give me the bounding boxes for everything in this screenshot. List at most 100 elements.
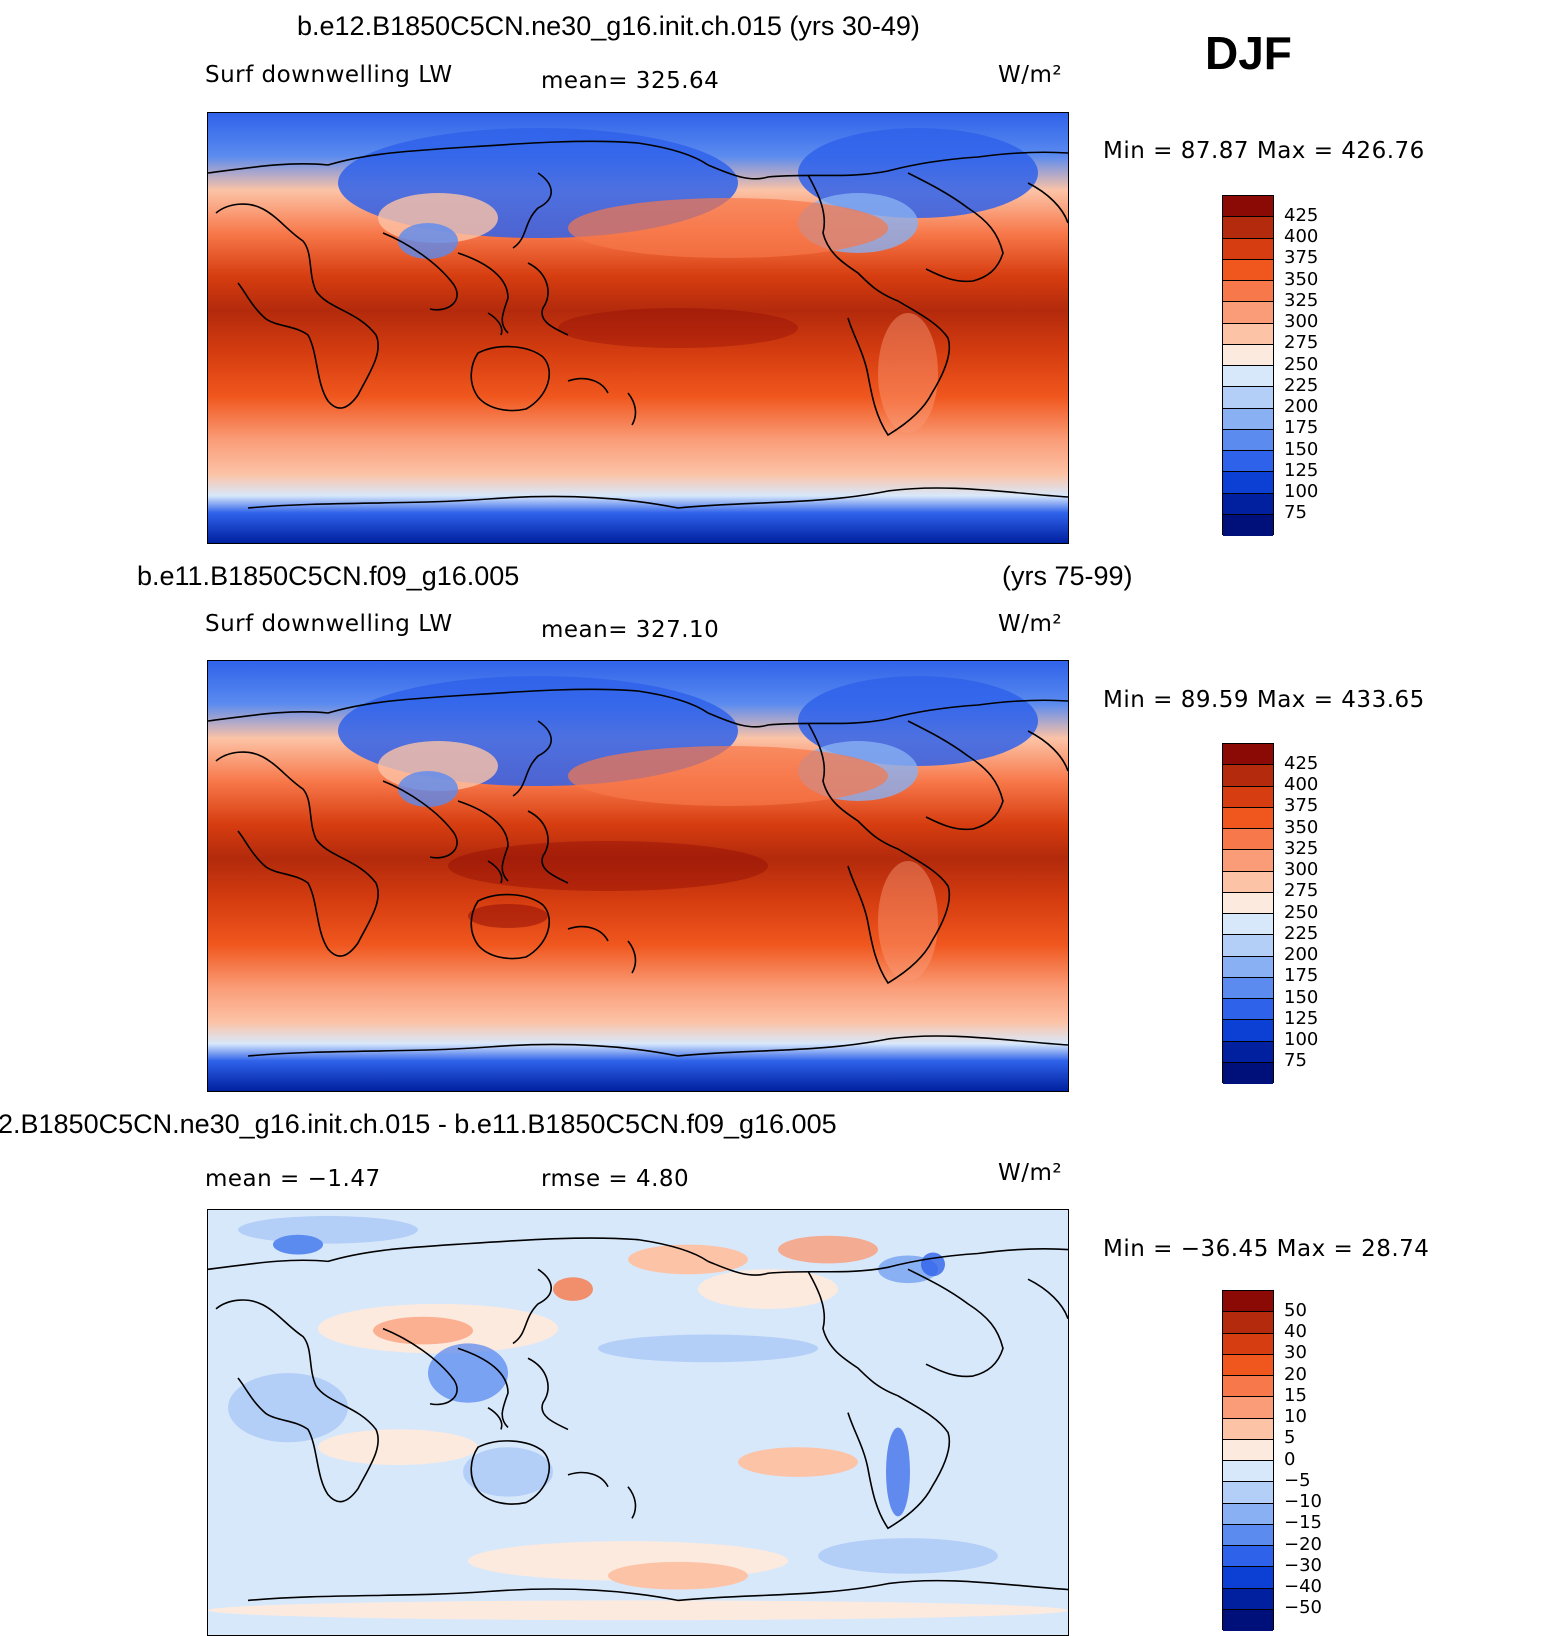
colorbar-tick-label: 75 <box>1284 502 1307 523</box>
panel3-colorbar-swatch <box>1223 1439 1273 1461</box>
panel3-colorbar-swatch <box>1223 1524 1273 1546</box>
colorbar-tick-label: 375 <box>1284 247 1319 268</box>
panel1-map <box>207 112 1069 544</box>
panel3-colorbar-swatch <box>1223 1354 1273 1376</box>
colorbar-tick-label: 175 <box>1284 417 1319 438</box>
panel3-colorbar-swatch <box>1223 1588 1273 1610</box>
colorbar-tick-label: −50 <box>1284 1597 1322 1618</box>
colorbar-tick-label: 125 <box>1284 460 1319 481</box>
panel3-rmse: rmse = 4.80 <box>541 1166 690 1192</box>
panel3-map-field <box>208 1210 1068 1635</box>
colorbar-tick-label: 100 <box>1284 1029 1319 1050</box>
panel3-colorbar-swatch <box>1223 1461 1273 1483</box>
panel3-colorbar <box>1222 1290 1274 1631</box>
colorbar-tick-label: 400 <box>1284 774 1319 795</box>
colorbar-tick-label: 10 <box>1284 1406 1307 1427</box>
panel1-colorbar-swatch <box>1223 514 1273 536</box>
panel1-title: b.e12.B1850C5CN.ne30_g16.init.ch.015 (yr… <box>297 11 920 41</box>
panel1-colorbar-swatch <box>1223 387 1273 409</box>
colorbar-tick-label: 225 <box>1284 375 1319 396</box>
panel2-colorbar-swatch <box>1223 914 1273 936</box>
colorbar-tick-label: 150 <box>1284 987 1319 1008</box>
panel2-map <box>207 660 1069 1092</box>
panel2-colorbar-swatch <box>1223 807 1273 829</box>
panel1-colorbar-swatch <box>1223 493 1273 515</box>
panel2-colorbar-swatch <box>1223 1020 1273 1042</box>
panel2-colorbar-swatch <box>1223 892 1273 914</box>
colorbar-tick-label: 325 <box>1284 290 1319 311</box>
colorbar-tick-label: 5 <box>1284 1427 1296 1448</box>
panel2-colorbar-swatch <box>1223 1041 1273 1063</box>
panel2-colorbar-swatch <box>1223 765 1273 787</box>
colorbar-tick-label: 40 <box>1284 1321 1307 1342</box>
panel3-colorbar-swatch <box>1223 1482 1273 1504</box>
panel3-map <box>207 1209 1069 1636</box>
panel1-colorbar-swatch <box>1223 259 1273 281</box>
panel3-colorbar-swatch <box>1223 1503 1273 1525</box>
panel1-colorbar-swatch <box>1223 429 1273 451</box>
colorbar-tick-label: 0 <box>1284 1449 1296 1470</box>
colorbar-tick-label: 75 <box>1284 1050 1307 1071</box>
panel1-map-field <box>208 113 1068 543</box>
panel1-variable: Surf downwelling LW <box>205 62 453 88</box>
colorbar-tick-label: 250 <box>1284 354 1319 375</box>
colorbar-tick-label: 200 <box>1284 396 1319 417</box>
panel2-title: b.e11.B1850C5CN.f09_g16.005 <box>137 561 520 591</box>
colorbar-tick-label: 30 <box>1284 1342 1307 1363</box>
panel2-colorbar-swatch <box>1223 999 1273 1021</box>
colorbar-tick-label: 400 <box>1284 226 1319 247</box>
panel2-colorbar-swatch <box>1223 744 1273 766</box>
panel3-colorbar-swatch <box>1223 1333 1273 1355</box>
panel2-variable: Surf downwelling LW <box>205 611 453 637</box>
season-label: DJF <box>1205 27 1292 79</box>
panel1-colorbar-swatch <box>1223 366 1273 388</box>
panel2-colorbar-swatch <box>1223 1062 1273 1084</box>
panel1-colorbar-swatch <box>1223 238 1273 260</box>
colorbar-tick-label: 350 <box>1284 817 1319 838</box>
panel2-mean: mean= 327.10 <box>541 617 720 643</box>
panel2-colorbar-swatch <box>1223 786 1273 808</box>
panel2-units: W/m² <box>998 611 1063 637</box>
colorbar-tick-label: 15 <box>1284 1385 1307 1406</box>
panel1-units: W/m² <box>998 62 1063 88</box>
colorbar-tick-label: 225 <box>1284 923 1319 944</box>
panel1-colorbar-swatch <box>1223 281 1273 303</box>
panel2-colorbar-swatch <box>1223 935 1273 957</box>
colorbar-tick-label: 275 <box>1284 332 1319 353</box>
panel1-colorbar-swatch <box>1223 408 1273 430</box>
panel3-title: 2.B1850C5CN.ne30_g16.init.ch.015 - b.e11… <box>0 1109 837 1139</box>
panel2-colorbar-swatch <box>1223 829 1273 851</box>
panel1-colorbar <box>1222 195 1274 536</box>
colorbar-tick-label: 275 <box>1284 880 1319 901</box>
colorbar-tick-label: 250 <box>1284 902 1319 923</box>
colorbar-tick-label: 50 <box>1284 1300 1307 1321</box>
colorbar-tick-label: 350 <box>1284 269 1319 290</box>
colorbar-tick-label: 125 <box>1284 1008 1319 1029</box>
colorbar-tick-label: 150 <box>1284 439 1319 460</box>
colorbar-tick-label: −10 <box>1284 1491 1322 1512</box>
panel3-colorbar-swatch <box>1223 1312 1273 1334</box>
panel1-mean: mean= 325.64 <box>541 68 720 94</box>
colorbar-tick-label: −20 <box>1284 1534 1322 1555</box>
colorbar-tick-label: 425 <box>1284 205 1319 226</box>
panel2-years: (yrs 75-99) <box>1002 561 1133 591</box>
colorbar-tick-label: −15 <box>1284 1512 1322 1533</box>
panel3-colorbar-swatch <box>1223 1567 1273 1589</box>
panel2-minmax: Min = 89.59 Max = 433.65 <box>1103 687 1425 713</box>
panel1-colorbar-swatch <box>1223 451 1273 473</box>
panel2-map-field <box>208 661 1068 1091</box>
panel1-colorbar-swatch <box>1223 217 1273 239</box>
colorbar-tick-label: 325 <box>1284 838 1319 859</box>
colorbar-tick-label: 425 <box>1284 753 1319 774</box>
panel3-minmax: Min = −36.45 Max = 28.74 <box>1103 1236 1430 1262</box>
panel1-colorbar-swatch <box>1223 472 1273 494</box>
panel3-colorbar-swatch <box>1223 1397 1273 1419</box>
panel3-colorbar-swatch <box>1223 1546 1273 1568</box>
colorbar-tick-label: 300 <box>1284 859 1319 880</box>
panel3-colorbar-swatch <box>1223 1376 1273 1398</box>
panel3-colorbar-swatch <box>1223 1291 1273 1313</box>
panel1-colorbar-swatch <box>1223 302 1273 324</box>
panel1-colorbar-swatch <box>1223 196 1273 218</box>
panel2-colorbar-swatch <box>1223 850 1273 872</box>
colorbar-tick-label: −30 <box>1284 1555 1322 1576</box>
